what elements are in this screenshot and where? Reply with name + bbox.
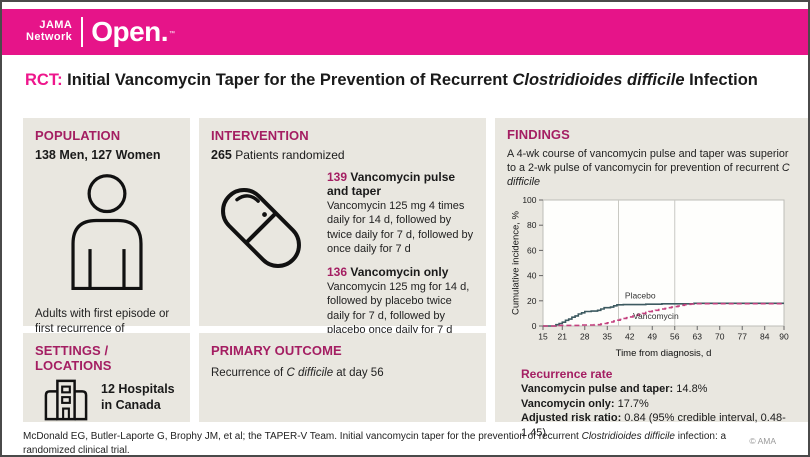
title-text: Initial Vancomycin Taper for the Prevent… — [62, 71, 513, 89]
arm1-name: Vancomycin pulse and taper — [327, 170, 456, 198]
svg-text:21: 21 — [558, 332, 568, 342]
settings-header: SETTINGS / LOCATIONS — [35, 343, 112, 373]
svg-text:Placebo: Placebo — [625, 290, 656, 300]
copyright-notice: © AMA — [749, 436, 776, 446]
logo-line2: Network — [26, 31, 73, 43]
recurrence-row-risk-ratio: Adjusted risk ratio: 0.84 (95% credible … — [521, 412, 786, 439]
settings-panel: SETTINGS / LOCATIONS 12 Hospitals in Can… — [23, 333, 190, 422]
hospital-icon — [43, 378, 89, 427]
svg-text:60: 60 — [527, 245, 537, 255]
settings-text: 12 Hospitals in Canada — [101, 382, 175, 412]
recurrence-row-pulse-taper: Vancomycin pulse and taper: 14.8% — [521, 383, 708, 396]
outcome-species-italic: C difficile — [286, 367, 334, 379]
svg-text:100: 100 — [522, 195, 536, 205]
randomized-count: 265 Patients randomized — [211, 148, 345, 162]
title-species-italic: Clostridioides difficile — [512, 71, 685, 89]
svg-text:49: 49 — [648, 332, 658, 342]
svg-text:20: 20 — [527, 296, 537, 306]
arm1-count: 139 — [327, 170, 351, 184]
open-wordmark: Open.™ — [91, 16, 175, 47]
primary-outcome-header: PRIMARY OUTCOME — [211, 343, 342, 358]
svg-text:70: 70 — [715, 332, 725, 342]
page-title: RCT: Initial Vancomycin Taper for the Pr… — [25, 71, 787, 118]
arm2-name: Vancomycin only — [350, 265, 449, 280]
arm1-description: Vancomycin 125 mg 4 times daily for 14 d… — [327, 200, 474, 255]
svg-text:Time from diagnosis, d: Time from diagnosis, d — [616, 348, 712, 359]
study-type-tag: RCT: — [25, 71, 63, 89]
findings-summary: A 4-wk course of vancomycin pulse and ta… — [507, 148, 790, 189]
svg-text:15: 15 — [538, 332, 548, 342]
arm-pulse-taper: 139 Vancomycin pulse and taper Vancomyci… — [327, 170, 474, 256]
svg-text:56: 56 — [670, 332, 680, 342]
citation-species-italic: Clostridioides difficile — [581, 431, 675, 442]
trademark-symbol: ™ — [169, 31, 175, 37]
person-icon — [61, 174, 178, 297]
logo-divider — [81, 17, 84, 47]
svg-text:77: 77 — [737, 332, 747, 342]
svg-text:84: 84 — [760, 332, 770, 342]
svg-text:Cumulative incidence, %: Cumulative incidence, % — [511, 211, 522, 316]
citation-line1: McDonald EG, Butler-Laporte G, Brophy JM… — [23, 431, 727, 456]
citation: McDonald EG, Butler-Laporte G, Brophy JM… — [2, 422, 808, 456]
cumulative-incidence-chart: 0 20 40 60 80 100 15 21 28 35 42 49 56 63 70 77 84 90 Plac… — [509, 193, 799, 364]
recurrence-row-vanco-only: Vancomycin only: 17.7% — [521, 397, 649, 410]
findings-header: FINDINGS — [507, 127, 570, 142]
primary-outcome-text: Recurrence of C difficile at day 56 — [211, 367, 384, 379]
svg-text:63: 63 — [693, 332, 703, 342]
jama-network-wordmark: JAMA Network — [26, 20, 72, 43]
brand-bar: JAMA Network Open.™ — [2, 9, 808, 55]
recurrence-rate-header: Recurrence rate — [521, 367, 613, 382]
arm-vancomycin-only: 136 Vancomycin only Vancomycin 125 mg fo… — [327, 265, 474, 337]
pill-icon — [211, 170, 317, 346]
svg-text:40: 40 — [527, 271, 537, 281]
findings-panel: FINDINGS A 4-wk course of vancomycin pul… — [495, 118, 808, 439]
svg-text:90: 90 — [779, 332, 789, 342]
findings-chart-svg: 0 20 40 60 80 100 15 21 28 35 42 49 56 63 70 77 84 90 Plac… — [511, 195, 789, 359]
intervention-header: INTERVENTION — [211, 128, 309, 143]
svg-text:28: 28 — [580, 332, 590, 342]
logo-line1: JAMA — [39, 19, 73, 32]
svg-text:42: 42 — [625, 332, 635, 342]
panel-grid: POPULATION 138 Men, 127 Women Adults wit… — [2, 118, 808, 439]
svg-text:80: 80 — [527, 220, 537, 230]
primary-outcome-panel: PRIMARY OUTCOME Recurrence of C difficil… — [199, 333, 486, 422]
population-stat: 138 Men, 127 Women — [35, 148, 161, 162]
title-suffix: Infection — [684, 71, 758, 89]
intervention-arms: 139 Vancomycin pulse and taper Vancomyci… — [327, 170, 474, 346]
svg-text:Vancomycin: Vancomycin — [633, 311, 679, 321]
svg-text:35: 35 — [603, 332, 613, 342]
intervention-panel: INTERVENTION 265 Patients randomized — [199, 118, 486, 336]
population-panel: POPULATION 138 Men, 127 Women Adults wit… — [23, 118, 190, 368]
jama-network-open-logo: JAMA Network Open.™ — [26, 17, 175, 47]
population-header: POPULATION — [35, 128, 121, 143]
findings-species-italic: C difficile — [507, 162, 790, 189]
recurrence-rate-block: Recurrence rate Vancomycin pulse and tap… — [521, 367, 799, 440]
arm2-description: Vancomycin 125 mg for 14 d, followed by … — [327, 281, 470, 337]
arm2-count: 136 — [327, 265, 351, 280]
svg-text:0: 0 — [532, 321, 537, 331]
